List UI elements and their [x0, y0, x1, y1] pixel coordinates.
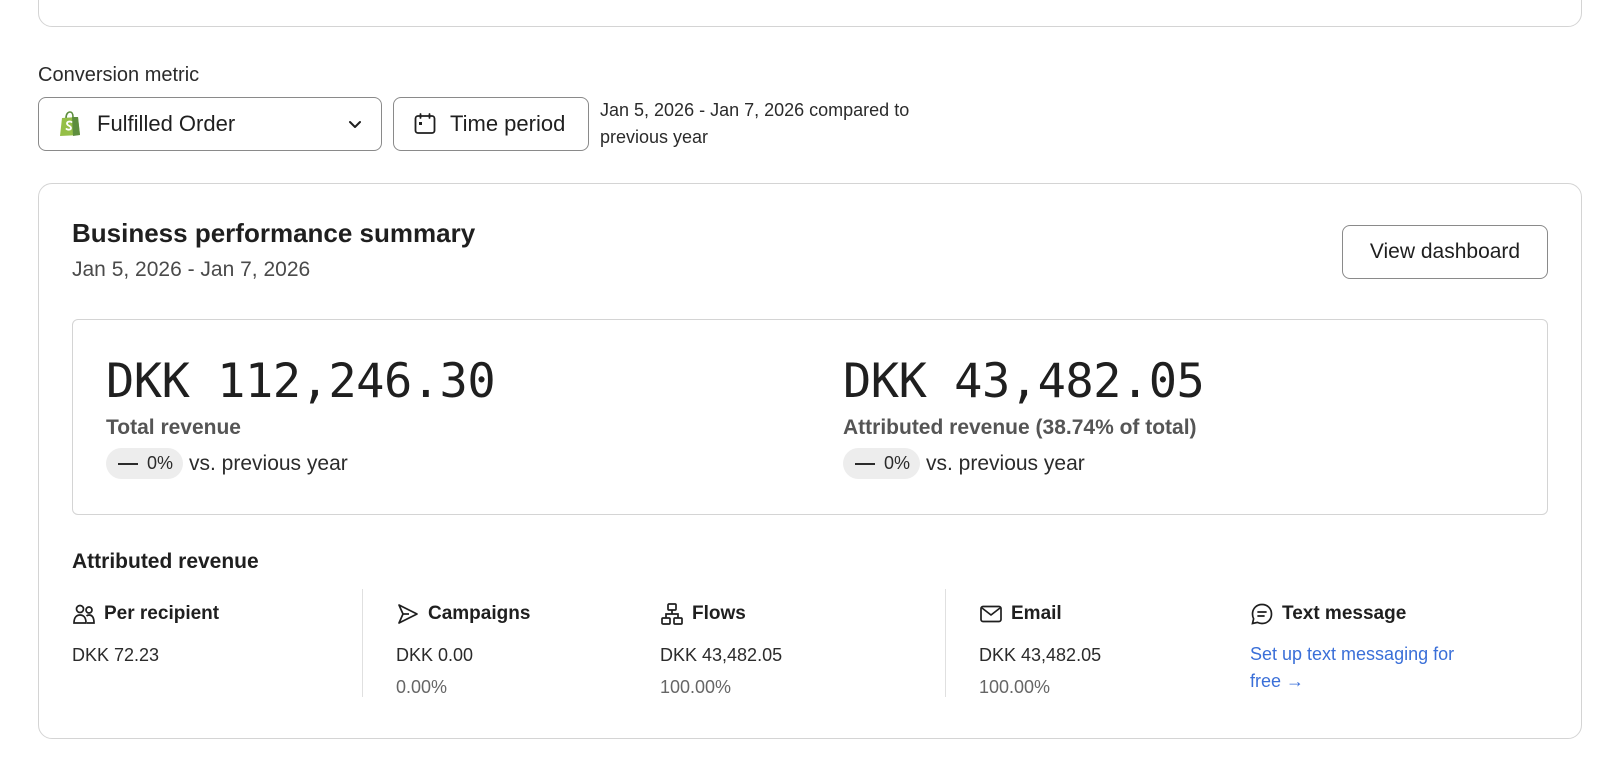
column-value: DKK 43,482.05 — [660, 645, 783, 665]
change-value: 0% — [884, 453, 911, 473]
column-value: DKK 0.00 — [396, 645, 474, 665]
stat-comparison: 0% vs. previous year — [843, 448, 1204, 479]
column-value: DKK 43,482.05 — [979, 645, 1102, 665]
envelope-icon — [979, 602, 1003, 626]
calendar-icon — [413, 112, 437, 136]
column-percent: 0.00% — [396, 677, 448, 697]
change-value: 0% — [147, 453, 174, 473]
time-period-button[interactable]: Time period — [393, 97, 589, 151]
per-recipient-column: Per recipient DKK 72.23 — [72, 602, 219, 666]
compare-text: vs. previous year — [189, 451, 348, 475]
stat-value: DKK 43,482.05 — [843, 354, 1205, 409]
column-percent: 100.00% — [979, 677, 1051, 697]
stat-comparison: 0% vs. previous year — [106, 448, 495, 479]
no-change-dash-icon — [118, 462, 138, 465]
column-header: Campaigns — [396, 602, 530, 626]
column-divider — [362, 589, 363, 697]
column-header: Per recipient — [72, 602, 219, 626]
stat-value: DKK 112,246.30 — [106, 354, 496, 409]
column-value: DKK 72.23 — [72, 645, 160, 665]
email-column: Email DKK 43,482.05 100.00% — [979, 602, 1101, 698]
column-name: Email — [1011, 603, 1062, 624]
conversion-metric-label: Conversion metric — [38, 64, 200, 86]
no-change-dash-icon — [855, 462, 875, 465]
column-name: Flows — [692, 603, 746, 624]
time-period-label: Time period — [450, 111, 566, 136]
business-performance-card: Business performance summary Jan 5, 2026… — [38, 183, 1582, 739]
attributed-revenue-title: Attributed revenue — [72, 550, 259, 573]
top-card — [38, 0, 1582, 27]
column-name: Text message — [1282, 603, 1407, 624]
chat-icon — [1250, 602, 1274, 626]
flows-column: Flows DKK 43,482.05 100.00% — [660, 602, 782, 698]
column-divider — [945, 589, 946, 697]
compare-text: vs. previous year — [926, 451, 1085, 475]
change-badge: 0% — [843, 448, 921, 479]
text-message-column: Text message Set up text messaging for f… — [1250, 602, 1470, 695]
card-date-range: Jan 5, 2026 - Jan 7, 2026 — [72, 258, 311, 281]
send-icon — [396, 602, 420, 626]
conversion-metric-dropdown[interactable]: Fulfilled Order — [38, 97, 382, 151]
conversion-metric-value: Fulfilled Order — [97, 111, 236, 136]
view-dashboard-button[interactable]: View dashboard — [1342, 225, 1548, 279]
campaigns-column: Campaigns DKK 0.00 0.00% — [396, 602, 530, 698]
column-percent: 100.00% — [660, 677, 732, 697]
setup-text-messaging-link[interactable]: Set up text messaging for free → — [1250, 644, 1455, 691]
column-header: Email — [979, 602, 1101, 626]
people-icon — [72, 602, 96, 626]
stat-label: Total revenue — [106, 416, 241, 439]
column-header: Text message — [1250, 602, 1470, 626]
change-badge: 0% — [106, 448, 184, 479]
stat-label: Attributed revenue (38.74% of total) — [843, 416, 1197, 439]
column-name: Per recipient — [104, 603, 220, 624]
flow-icon — [660, 602, 684, 626]
total-revenue-stat: DKK 112,246.30 Total revenue 0% vs. prev… — [106, 354, 496, 479]
stats-box: DKK 112,246.30 Total revenue 0% vs. prev… — [72, 319, 1548, 515]
period-range-text: Jan 5, 2026 - Jan 7, 2026 compared to pr… — [600, 100, 910, 147]
column-name: Campaigns — [428, 603, 531, 624]
column-header: Flows — [660, 602, 782, 626]
shopify-bag-icon — [58, 111, 82, 137]
card-title: Business performance summary — [72, 218, 476, 248]
attributed-revenue-stat: DKK 43,482.05 Attributed revenue (38.74%… — [843, 354, 1205, 479]
chevron-down-icon — [346, 115, 364, 133]
